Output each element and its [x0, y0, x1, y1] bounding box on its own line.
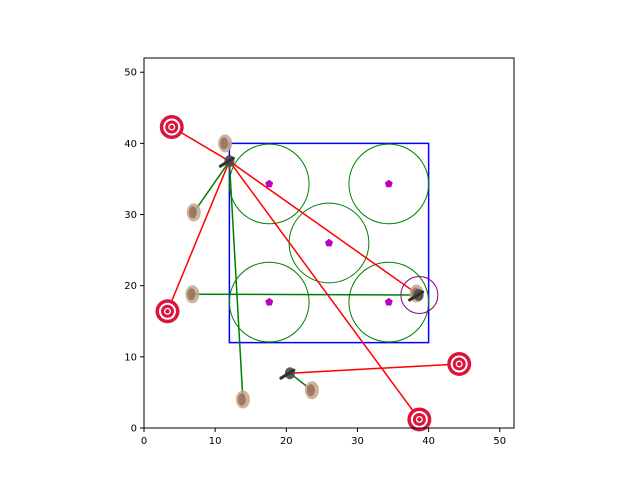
- zone-center-marker: [265, 179, 274, 188]
- zone-center-marker: [384, 297, 393, 306]
- ball-icon-shade: [237, 393, 246, 406]
- red-line: [166, 160, 231, 312]
- x-tick-label: 10: [209, 436, 222, 447]
- formation-box-layer: [228, 142, 430, 344]
- targets-layer: [155, 115, 472, 432]
- y-tick-label: 50: [124, 68, 137, 79]
- player-icon: [218, 155, 235, 168]
- formation-box: [228, 142, 430, 344]
- y-tick-label: 0: [131, 424, 137, 435]
- ball-icon-shade: [188, 206, 197, 219]
- ball-icon: [235, 390, 250, 409]
- player-icon-wing: [408, 290, 425, 302]
- x-tick-label: 0: [141, 436, 147, 447]
- axes-frame: [143, 57, 515, 429]
- zone-circle: [228, 261, 310, 343]
- zone-center-marker: [265, 297, 274, 306]
- y-tick-label: 10: [124, 352, 137, 363]
- target-icon: [447, 351, 472, 376]
- target-icon: [159, 115, 184, 140]
- x-tick-label: 40: [422, 436, 435, 447]
- ball-icon-shade: [220, 137, 229, 150]
- zone-circle: [228, 143, 310, 225]
- ball-icon: [186, 203, 201, 222]
- zone-circle: [348, 261, 430, 343]
- target-icon: [155, 299, 180, 324]
- x-tick-label: 30: [351, 436, 364, 447]
- x-tick-label: 50: [493, 436, 506, 447]
- red-line: [228, 160, 420, 296]
- green-line: [192, 293, 419, 296]
- target-center: [169, 124, 174, 130]
- pass-lines-layer: [166, 126, 460, 420]
- target-center: [457, 361, 462, 367]
- zone-center-marker: [325, 238, 333, 247]
- zone-center-marker: [384, 179, 393, 188]
- y-tick-label: 30: [124, 210, 137, 221]
- target-center: [165, 309, 170, 314]
- zone-circle: [348, 143, 430, 225]
- green-line: [193, 160, 231, 213]
- y-tick-label: 20: [124, 281, 137, 292]
- green-line: [228, 161, 244, 400]
- ball-icon: [218, 134, 233, 153]
- target-icon: [407, 407, 432, 432]
- y-tick-label: 40: [124, 139, 137, 150]
- ball-icon-shade: [187, 288, 196, 301]
- player-icon: [279, 367, 296, 380]
- player-icons-layer: [185, 134, 425, 409]
- player-icon: [408, 288, 425, 302]
- axes-layer: 0 10 20 30 40 50 0 10 20 30 40 50: [124, 57, 515, 447]
- player-icon-wing: [279, 368, 296, 380]
- red-line: [228, 160, 420, 420]
- ball-icon: [185, 285, 200, 304]
- zone-circles-layer: [228, 143, 439, 343]
- target-center: [417, 417, 422, 422]
- ball-icon: [304, 381, 319, 400]
- red-line: [289, 363, 460, 374]
- player-icon-wing: [218, 156, 235, 168]
- ball-icon-shade: [306, 384, 315, 397]
- x-tick-label: 20: [280, 436, 293, 447]
